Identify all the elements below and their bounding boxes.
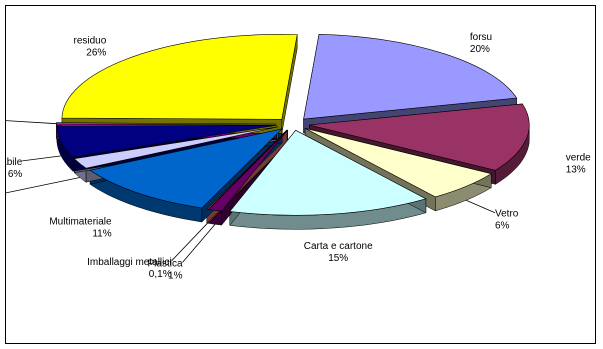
leader-line-plastica — [182, 224, 216, 263]
slice-multimateriale — [89, 128, 284, 209]
slice-altro-recuperabile — [56, 124, 277, 158]
slice-name-forsu: forsu — [470, 32, 492, 43]
leader-line-imballaggi-metallici — [171, 222, 208, 262]
slice-name-plastica: Plastica — [147, 258, 182, 269]
leader-line-raee — [6, 177, 80, 194]
slice-percent-forsu: 20% — [470, 44, 490, 55]
slice-percent-plastica: 1% — [168, 270, 183, 281]
slice-raee — [73, 126, 279, 169]
slice-name-altro-recuperabile: Altro recuperabile — [6, 157, 23, 168]
slice-name-residuo: residuo — [73, 35, 106, 46]
slice-name-vetro: Vetro — [495, 209, 519, 220]
slice-percent-altro-recuperabile: 6% — [8, 169, 23, 180]
slice-name-verde: verde — [566, 153, 591, 164]
slice-forsu — [303, 33, 518, 120]
chart-frame: forsu 20% verde 13% Vetro 6% Carta e cartone 15… — [5, 5, 596, 344]
slice-carta-e-cartone — [229, 129, 427, 216]
slice-percent-verde: 13% — [566, 165, 586, 176]
slice-name-imballaggi-metallici: Imballaggi metallici — [87, 257, 171, 268]
leader-line-altro-recuperabile — [22, 155, 62, 162]
slice-imballaggi-metallici — [206, 129, 288, 210]
slice-percent-residuo: 26% — [86, 47, 106, 58]
slice-plastica — [207, 129, 288, 212]
slice-percent-carta-e-cartone: 15% — [328, 253, 348, 264]
slice-percent-multimateriale: 11% — [92, 228, 111, 239]
slice-residuo — [61, 34, 298, 120]
slice-name-multimateriale: Multimateriale — [49, 216, 112, 227]
slice-percent-vetro: 6% — [495, 221, 510, 232]
slice-vetro — [304, 128, 492, 198]
slice-percent-imballaggi-metallici: 0,1% — [149, 269, 172, 280]
leader-line-rifiuti-particolari — [6, 120, 57, 125]
leader-line-vetro — [465, 199, 496, 214]
slice-name-carta-e-cartone: Carta e cartone — [304, 241, 373, 252]
slice-verde — [309, 103, 530, 171]
